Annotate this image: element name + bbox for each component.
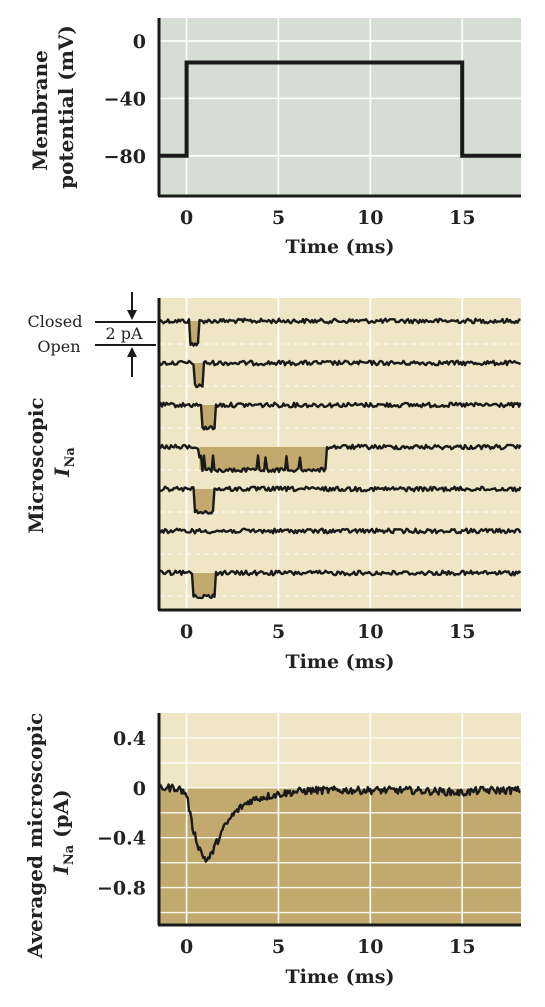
panel1-grid: [159, 18, 521, 196]
panel2-y-axis-label-line1: Microscopic: [24, 397, 48, 533]
panel3-x-tick-label: 10: [357, 936, 383, 958]
panel1-x-tick-label: 0: [180, 207, 193, 229]
opening-shade: [199, 447, 327, 470]
panel2-y-axis-label: Microscopic INa: [24, 390, 78, 533]
panel3-negative-region: [159, 787, 521, 925]
opening-shade: [190, 321, 200, 344]
panel3-y-axis-label: Averaged microscopic INa (pA): [23, 706, 77, 960]
panel3-y-tick-label: −0.4: [97, 828, 146, 850]
panel3-y-tick-label: 0: [133, 778, 146, 800]
panel1-y-axis-label: Membrane potential (mV): [28, 25, 78, 189]
panel1-x-tick-label: 15: [449, 207, 475, 229]
opening-shade: [192, 573, 216, 596]
scale-bar-arrowhead-bottom: [127, 347, 137, 357]
panel3-y-axis-label-line1: Averaged microscopic: [23, 713, 47, 960]
panel3-grid: [159, 713, 521, 925]
single-channel-trace: [157, 401, 522, 431]
panel2-x-axis-label: Time (ms): [286, 651, 395, 673]
panel1-y-axis-label-line1: Membrane: [28, 50, 52, 171]
opening-shade: [193, 363, 204, 386]
opening-shade: [193, 489, 215, 512]
panel2-x-tick-label: 10: [357, 621, 383, 643]
scale-bar: Closed Open 2 pA: [28, 292, 156, 377]
panel3-y-tick-label: −0.8: [97, 878, 146, 900]
panel3-y-axis-label-italic: I: [49, 865, 73, 876]
voltage-step-line: [159, 60, 521, 158]
panel3-y-axis-label-subscript: Na: [62, 844, 77, 865]
panel1-y-tick-label: −80: [104, 146, 146, 168]
single-channel-traces: [157, 317, 522, 600]
panel3-x-tick-labels: 0 5 10 15: [180, 936, 475, 958]
panel1-x-tick-labels: 0 5 10 15: [180, 207, 475, 229]
single-channel-trace: [158, 317, 521, 347]
panel1-x-tick-label: 5: [272, 207, 285, 229]
scale-bar-amplitude-label: 2 pA: [105, 324, 143, 343]
averaged-current-trace: [158, 783, 521, 863]
panel2-x-tick-label: 0: [180, 621, 193, 643]
single-channel-trace: [158, 569, 522, 600]
opening-shade: [201, 405, 216, 428]
panel1-y-tick-label: 0: [133, 31, 146, 53]
panel3-x-tick-label: 15: [449, 936, 475, 958]
panel1-y-axis-label-line2: potential (mV): [54, 25, 78, 189]
single-channel-trace: [158, 527, 522, 535]
panel3-y-axis-label-suffix: (pA): [49, 789, 73, 844]
panel3-x-axis-label: Time (ms): [286, 966, 395, 988]
single-channel-trace: [157, 359, 522, 389]
panel2-x-tick-labels: 0 5 10 15: [180, 621, 475, 643]
panel3-x-tick-label: 0: [180, 936, 193, 958]
panel2-x-tick-label: 5: [272, 621, 285, 643]
panel1-y-tick-labels: 0 −40 −80: [104, 31, 146, 168]
single-channel-trace: [158, 485, 522, 515]
panel1-plot-area: [159, 18, 521, 196]
scale-bar-arrowhead-top: [127, 310, 137, 320]
panel1-y-tick-label: −40: [104, 88, 146, 110]
panel1-x-tick-label: 10: [357, 207, 383, 229]
single-channel-trace: [158, 443, 522, 474]
averaged-current-panel: 0.4 0 −0.4 −0.8 0 5 10 15 Time (ms) Averaged m…: [23, 706, 521, 988]
panel3-y-tick-label: 0.4: [113, 728, 146, 750]
membrane-potential-panel: 0 −40 −80 0 5 10 15 Time (ms) Membrane potent…: [28, 18, 521, 258]
panel2-y-axis-label-italic: I: [50, 467, 74, 478]
closed-label: Closed: [28, 312, 83, 331]
panel1-x-axis-label: Time (ms): [286, 236, 395, 258]
panel3-y-tick-labels: 0.4 0 −0.4 −0.8: [97, 728, 146, 900]
panel3-x-tick-label: 5: [272, 936, 285, 958]
microscopic-current-panel: 0 5 10 15 Time (ms) Closed Open 2 pA Micros…: [24, 292, 522, 673]
open-label: Open: [37, 337, 80, 356]
panel2-grid: [159, 298, 521, 610]
panel2-x-tick-label: 15: [449, 621, 475, 643]
panel2-y-axis-label-subscript: Na: [63, 447, 78, 468]
